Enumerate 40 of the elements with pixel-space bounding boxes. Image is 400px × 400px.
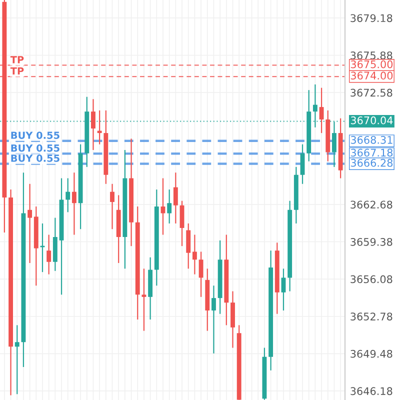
y-tick-label: 3652.78 (350, 312, 392, 320)
y-tick-label: 3649.48 (350, 350, 392, 358)
ref-line-label: 3674.00 (350, 72, 393, 80)
candlestick (160, 178, 166, 236)
candlestick (110, 183, 114, 230)
candlestick (198, 251, 204, 298)
candlestick (173, 172, 178, 224)
annotation: TP (10, 67, 24, 74)
y-tick-label: 3656.08 (350, 275, 392, 284)
candlestick (186, 222, 191, 270)
candlestick (142, 268, 146, 332)
candlestick (97, 110, 102, 145)
annotation: TP (10, 56, 24, 64)
y-tick-label: 3672.58 (350, 88, 392, 97)
candlestick (281, 268, 286, 312)
annotation: BUY 0.55 (11, 144, 60, 152)
y-tick-label: 3646.18 (350, 387, 392, 396)
candlestick (319, 87, 324, 134)
annotation: BUY 0.55 (11, 132, 60, 139)
y-tick-label: 3675.88 (350, 51, 392, 60)
candlestick (212, 285, 216, 354)
ref-line-label: 3667.18 (350, 148, 393, 157)
candlestick (28, 183, 32, 264)
ref-line-label: 3675.00 (350, 60, 393, 68)
candlestick (72, 172, 76, 236)
candlestick (192, 234, 197, 275)
candlestick (91, 98, 96, 151)
candlestick (14, 324, 20, 395)
candlestick (167, 188, 172, 224)
candlestick (46, 234, 52, 275)
candlestick (66, 178, 70, 213)
y-tick-label: 3679.18 (350, 14, 392, 22)
annotation: BUY 0.55 (11, 154, 60, 162)
candlestick (300, 144, 305, 184)
ref-line-label: 3666.28 (350, 158, 393, 167)
y-tick-label: 3662.68 (350, 200, 392, 209)
candlestick (180, 200, 184, 247)
y-tick-label: 3659.38 (350, 238, 392, 246)
ref-line-label: 3668.31 (350, 136, 392, 144)
ref-line-label: 3670.04 (350, 116, 393, 124)
